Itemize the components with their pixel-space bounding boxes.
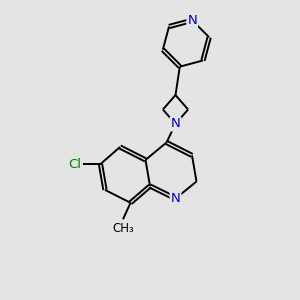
Text: Cl: Cl bbox=[68, 158, 81, 171]
Text: N: N bbox=[171, 192, 180, 205]
Text: N: N bbox=[187, 14, 197, 27]
Text: CH₃: CH₃ bbox=[112, 222, 134, 235]
Text: N: N bbox=[171, 117, 180, 130]
